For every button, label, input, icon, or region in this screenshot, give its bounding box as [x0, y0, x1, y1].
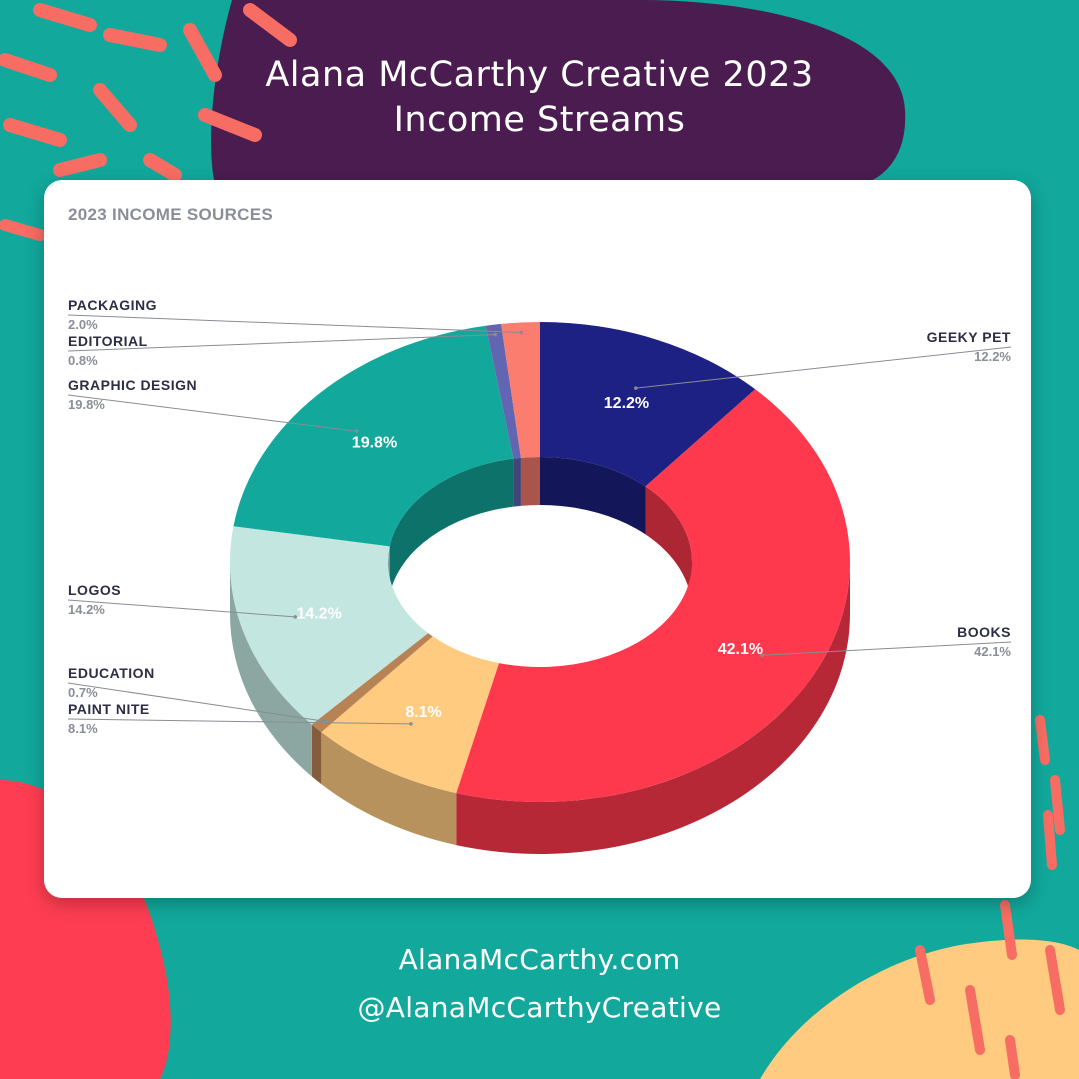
legend-value-editorial: 0.8%: [68, 353, 98, 368]
legend-value-graphic-design: 19.8%: [68, 397, 105, 412]
chart-title: 2023 INCOME SOURCES: [68, 205, 274, 224]
chart-card: 2023 INCOME SOURCES 12.2% 42.1% 8.1% 14.2% 1…: [44, 180, 1031, 898]
slice-side-logos: [230, 562, 312, 777]
leader-dot-paint-nite: [409, 722, 413, 726]
yellow-blob: [760, 939, 1079, 1079]
leader-dot-books: [760, 653, 764, 658]
purple-blob: [211, 0, 906, 185]
slice-inner-wall-books: [645, 486, 692, 610]
slice-value-label-paint-nite: 8.1%: [405, 704, 441, 721]
leader-dot-editorial: [493, 332, 497, 337]
leader-dot-packaging: [519, 330, 524, 335]
legend-value-geeky-pet: 12.2%: [974, 349, 1011, 364]
leader-line-graphic-design: [67, 394, 357, 432]
slice-inner-wall-graphic-design-b: [389, 458, 514, 595]
legend-label-geeky-pet: GEEKY PET: [927, 329, 1011, 345]
leader-line-books: [762, 641, 1012, 656]
leader-dot-education: [323, 719, 327, 724]
slice-editorial: [485, 323, 521, 459]
leader-line-geeky-pet: [635, 346, 1012, 389]
legend-value-education: 0.7%: [68, 685, 98, 700]
slice-inner-wall-editorial-b: [513, 457, 521, 507]
slice-side-paint-nite: [321, 732, 457, 846]
legend-label-paint-nite: PAINT NITE: [68, 701, 150, 717]
slice-geeky-pet: [540, 322, 756, 487]
legend-value-logos: 14.2%: [68, 602, 105, 617]
legend-value-books: 42.1%: [974, 644, 1011, 659]
legend-label-packaging: PACKAGING: [68, 297, 157, 313]
slice-packaging: [501, 322, 540, 458]
leader-line-paint-nite: [67, 718, 411, 725]
leader-line-education: [67, 682, 326, 722]
legend-label-logos: LOGOS: [68, 582, 121, 598]
red-blob: [0, 780, 171, 1079]
slice-inner-wall-geeky-pet: [540, 457, 646, 535]
social-handle-text: @AlanaMcCarthyCreative: [357, 991, 722, 1024]
page-title-line-2: Income Streams: [393, 100, 686, 140]
leader-dot-geeky-pet: [634, 386, 638, 390]
legend-value-paint-nite: 8.1%: [68, 721, 98, 736]
leader-line-packaging: [67, 314, 522, 333]
legend-label-graphic-design: GRAPHIC DESIGN: [68, 377, 197, 393]
slice-side-books: [456, 562, 850, 854]
legend-label-editorial: EDITORIAL: [68, 333, 148, 349]
leader-dot-graphic-design: [354, 429, 359, 434]
legend-value-packaging: 2.0%: [68, 317, 98, 332]
slice-logos: [229, 526, 429, 725]
leader-line-editorial: [67, 334, 496, 352]
slice-value-label-graphic-design: 19.8%: [352, 435, 397, 452]
slice-side-education: [311, 724, 322, 785]
leader-dot-logos: [293, 615, 298, 619]
slice-value-label-books: 42.1%: [718, 641, 763, 658]
page-title-line-1: Alana McCarthy Creative 2023: [265, 55, 814, 95]
slice-books: [456, 389, 850, 803]
legend-label-education: EDUCATION: [68, 665, 155, 681]
slice-education: [311, 633, 433, 733]
coral-dashes: [0, 3, 1065, 1079]
legend-label-books: BOOKS: [957, 624, 1011, 640]
slice-value-label-geeky-pet: 12.2%: [604, 395, 649, 412]
website-text: AlanaMcCarthy.com: [398, 943, 681, 976]
slice-paint-nite: [321, 636, 499, 794]
donut-chart: 12.2% 42.1% 8.1% 14.2% 19.8% GEEKY PET 12.2% BO…: [67, 297, 1012, 854]
slice-value-label-logos: 14.2%: [296, 606, 341, 623]
leader-line-logos: [67, 599, 296, 618]
slice-inner-wall-packaging-b: [520, 457, 540, 506]
slice-graphic-design: [233, 325, 514, 547]
